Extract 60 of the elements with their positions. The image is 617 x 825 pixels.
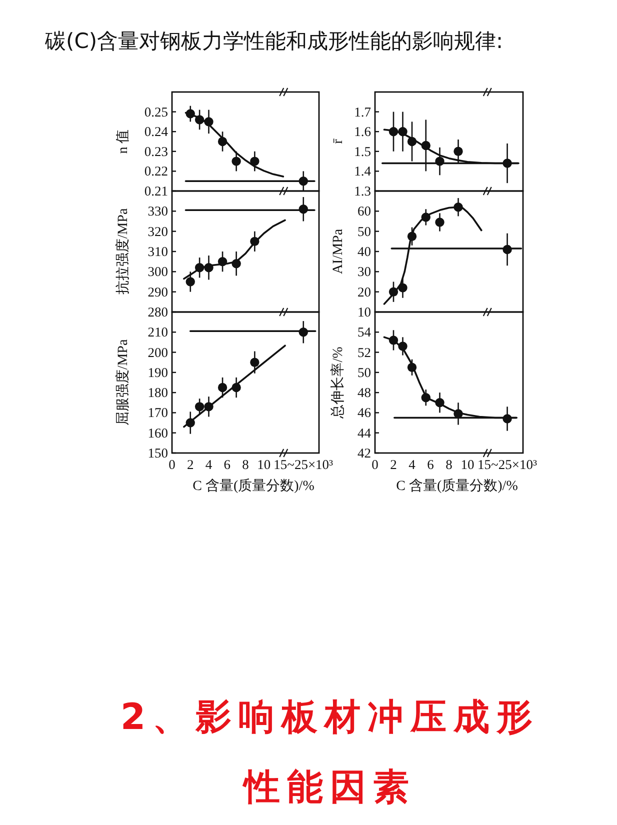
- y-tick-label: 1.5: [354, 144, 372, 159]
- y-tick-label: 1.4: [354, 164, 372, 179]
- y-tick-label: 0.23: [144, 144, 168, 159]
- x-tick-label: 10: [257, 457, 271, 472]
- y-tick-label: 210: [148, 324, 168, 340]
- y-tick-label: 54: [358, 324, 372, 340]
- y-tick-label: 30: [358, 264, 372, 280]
- y-tick-label: 20: [358, 284, 372, 300]
- y-tick-label: 1.7: [354, 104, 372, 120]
- y-tick-label: 40: [358, 244, 372, 259]
- x-tick-label: 8: [242, 457, 250, 472]
- x-tick-label: 15~25×10³: [274, 457, 334, 472]
- y-tick-label: 52: [358, 344, 371, 360]
- x-tick-label: 8: [446, 457, 453, 472]
- x-axis-title: C 含量(质量分数)/%: [396, 478, 518, 494]
- y-tick-label: 0.21: [144, 184, 168, 198]
- x-tick-label: 4: [205, 457, 212, 472]
- y-axis-title: 总伸长率/%: [330, 346, 346, 420]
- y-tick-label: 290: [148, 284, 168, 300]
- x-tick-label: 10: [460, 457, 474, 472]
- x-tick-label: 6: [427, 457, 434, 472]
- x-tick-label: 2: [187, 457, 194, 472]
- y-tick-label: 42: [358, 446, 371, 460]
- text: 2、影响板材冲压成形性能因素: [119, 696, 541, 810]
- y-tick-label: 320: [148, 224, 168, 239]
- y-tick-label: 44: [358, 425, 372, 440]
- x-axis-title: C 含量(质量分数)/%: [192, 478, 315, 494]
- y-tick-label: 180: [148, 385, 168, 400]
- y-tick-label: 48: [358, 385, 372, 400]
- x-tick-label: 0: [372, 457, 379, 472]
- text: 碳(C)含量对钢板力学性能和成形性能的影响规律:: [44, 29, 504, 53]
- y-tick-label: 190: [148, 364, 168, 380]
- y-tick-label: 150: [148, 446, 168, 460]
- y-tick-label: 10: [358, 304, 372, 320]
- y-tick-label: 50: [358, 364, 372, 380]
- y-axis-title: r̄: [331, 138, 346, 144]
- y-tick-label: 330: [148, 204, 168, 219]
- y-tick-label: 50: [358, 224, 372, 239]
- y-axis-title: 屈服强度/MPa: [115, 338, 131, 426]
- y-tick-label: 300: [148, 264, 168, 280]
- y-tick-label: 1.6: [354, 124, 372, 140]
- y-tick-label: 160: [148, 425, 168, 440]
- y-tick-label: 170: [148, 405, 168, 420]
- y-axis-title: n 值: [115, 129, 131, 154]
- y-tick-label: 200: [148, 344, 168, 360]
- y-tick-label: 60: [358, 204, 372, 219]
- y-tick-label: 0.25: [144, 104, 168, 120]
- y-axis-title: 抗拉强度/MPa: [115, 208, 131, 295]
- y-axis-title: AI/MPa: [331, 228, 346, 274]
- y-tick-label: 280: [148, 304, 168, 320]
- y-tick-label: 0.22: [144, 164, 168, 179]
- x-tick-label: 15~25×10³: [478, 457, 538, 472]
- y-tick-label: 310: [148, 244, 168, 259]
- x-tick-label: 2: [390, 457, 397, 472]
- x-tick-label: 0: [168, 457, 176, 472]
- x-tick-label: 4: [408, 457, 416, 472]
- y-tick-label: 0.24: [144, 124, 168, 140]
- x-tick-label: 6: [224, 457, 231, 472]
- y-tick-label: 46: [358, 405, 372, 420]
- y-tick-label: 1.3: [354, 184, 372, 198]
